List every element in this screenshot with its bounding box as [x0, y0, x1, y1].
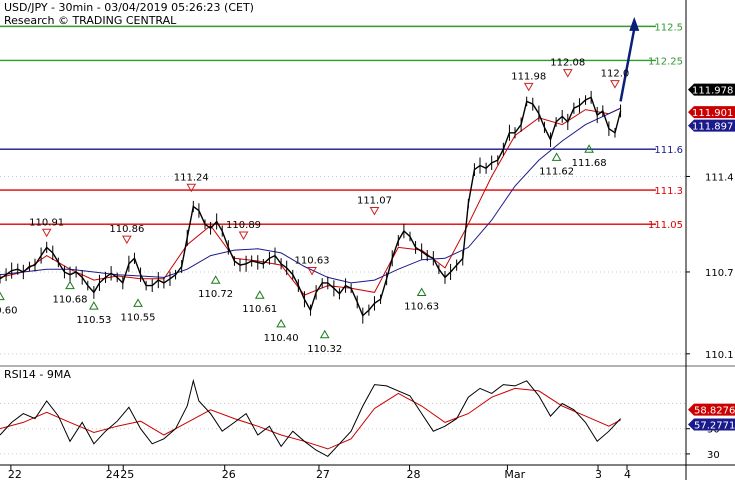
rsi-value-tag [688, 418, 735, 431]
x-tick-label: 27 [316, 468, 330, 480]
low-label: 110.61 [242, 304, 277, 315]
price-tag-label: 111.978 [692, 86, 733, 97]
x-tick-label: 4 [624, 468, 631, 480]
rsi-value-tag-label: 58.8276 [694, 406, 735, 417]
price-tag-label: 111.901 [692, 108, 733, 119]
x-tick-label: 25 [120, 468, 134, 480]
price-tag [688, 83, 735, 96]
low-label: 110.55 [121, 312, 156, 323]
high-marker [121, 235, 132, 245]
low-label: 110.40 [264, 333, 299, 344]
price-y-tick-label: 110.1 [705, 350, 734, 361]
rsi-panel-label: RSI14 - 9MA [4, 368, 71, 381]
high-label: 111.98 [511, 71, 546, 82]
high-label: 111.24 [174, 172, 209, 183]
x-tick-label: Mar [504, 468, 525, 480]
low-label: 110.53 [76, 315, 111, 326]
high-label: 111.07 [357, 195, 392, 206]
low-marker [584, 144, 594, 153]
price-tag [688, 106, 735, 119]
low-marker [133, 298, 143, 307]
rsi-value-tag-label: 57.2771 [694, 421, 735, 432]
high-marker [369, 206, 380, 216]
level-label: 111.3 [654, 186, 683, 197]
chart-title: USD/JPY - 30min - 03/04/2019 05:26:23 (C… [4, 1, 254, 14]
price-tag [688, 119, 735, 132]
low-label: 110.68 [53, 295, 88, 306]
low-label: 110.32 [307, 344, 342, 355]
high-label: 110.91 [29, 217, 64, 228]
high-label: 110.63 [295, 256, 330, 267]
level-label: 111.6 [654, 145, 683, 156]
rsi-y-tick-label: 30 [707, 450, 720, 461]
low-marker [89, 301, 99, 310]
high-marker [307, 267, 317, 276]
low-marker [276, 318, 286, 328]
low-label: 111.68 [572, 158, 607, 169]
level-label: 111.05 [648, 220, 683, 231]
high-label: 110.86 [109, 224, 144, 235]
high-marker [238, 231, 249, 241]
x-tick-label: 24 [106, 468, 120, 480]
x-tick-label: 22 [8, 468, 22, 480]
x-tick-label: 26 [222, 468, 236, 480]
rsi-line [0, 378, 621, 458]
high-marker [610, 80, 620, 89]
high-marker [41, 228, 52, 238]
price-tag-label: 111.897 [692, 122, 733, 133]
low-marker [254, 290, 265, 299]
low-label: 111.62 [539, 166, 574, 177]
high-marker [186, 183, 197, 193]
high-label: 110.89 [226, 220, 261, 231]
rsi-moving-average-line [0, 387, 621, 450]
low-marker [65, 280, 75, 290]
high-marker [523, 82, 534, 92]
x-tick-label: 3 [595, 468, 602, 480]
low-marker [210, 275, 221, 284]
price-y-tick-label: 110.7 [705, 268, 734, 279]
price-y-tick-label: 111.4 [705, 172, 734, 183]
low-label: 110.63 [404, 302, 439, 313]
chart-subtitle: Research © TRADING CENTRAL [4, 14, 177, 27]
high-label: 112.0 [601, 69, 630, 80]
projection-arrow-head [629, 16, 640, 31]
low-marker [416, 287, 427, 297]
high-marker [562, 69, 573, 78]
rsi-value-tag [688, 403, 735, 416]
high-label: 112.08 [550, 58, 585, 69]
projection-arrow-line [619, 28, 636, 102]
low-marker [0, 291, 5, 301]
low-marker [319, 329, 330, 339]
level-label: 112.25 [648, 56, 683, 67]
price-series-line [0, 96, 622, 317]
low-marker [551, 152, 562, 161]
low-label: 110.72 [198, 289, 233, 300]
low-label: 110.60 [0, 306, 18, 317]
x-tick-label: 28 [407, 468, 421, 480]
x-axis: 22 24 25 26 27 28 Mar 3 4 [0, 464, 735, 480]
level-label: 112.5 [654, 22, 683, 33]
